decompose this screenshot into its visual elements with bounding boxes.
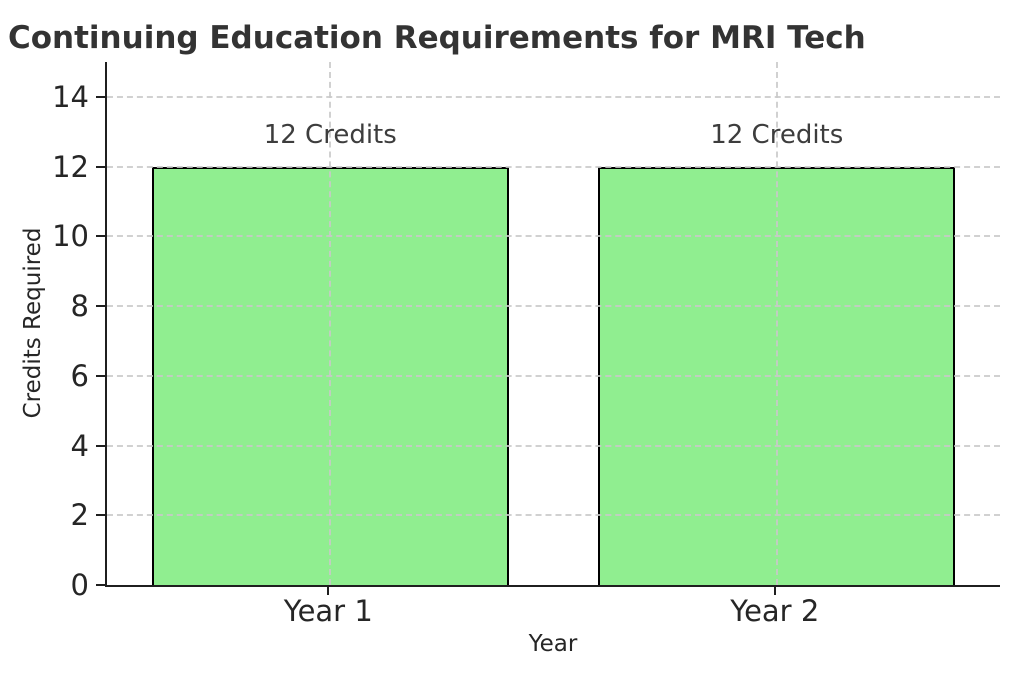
y-tick-label-14: 14 [52, 79, 89, 114]
y-tick-mark-6 [96, 374, 105, 377]
y-tick-label-6: 6 [70, 358, 89, 393]
chart-title: Continuing Education Requirements for MR… [8, 20, 866, 56]
y-tick-label-0: 0 [70, 568, 89, 602]
x-axis-label: Year [528, 631, 578, 657]
y-tick-label-8: 8 [70, 289, 89, 324]
y-tick-mark-12 [96, 165, 105, 168]
gridline-y-6 [107, 374, 1000, 377]
y-tick-label-2: 2 [70, 498, 89, 533]
grid-layer [107, 62, 1000, 585]
x-tick-mark-1 [327, 587, 330, 595]
bar-value-label-1: 12 Credits [263, 119, 397, 150]
bar-value-label-2: 12 Credits [710, 119, 844, 150]
x-tick-mark-2 [773, 587, 776, 595]
y-tick-label-12: 12 [52, 149, 89, 184]
y-tick-mark-10 [96, 235, 105, 238]
gridline-y-14 [107, 95, 1000, 98]
y-tick-label-4: 4 [70, 428, 89, 463]
y-axis-ticks: 0 2 4 6 8 10 12 14 [0, 62, 105, 602]
gridline-y-10 [107, 235, 1000, 238]
y-tick-mark-2 [96, 514, 105, 517]
gridline-y-2 [107, 514, 1000, 517]
gridline-x-1 [329, 62, 332, 585]
gridline-y-4 [107, 444, 1000, 447]
x-tick-label-1: Year 1 [283, 594, 373, 628]
y-tick-mark-14 [96, 95, 105, 98]
x-tick-label-2: Year 2 [730, 594, 820, 628]
annotations-layer: 12 Credits 12 Credits [107, 62, 1000, 585]
plot-area: 12 Credits 12 Credits [105, 62, 1000, 587]
gridline-y-12 [107, 165, 1000, 168]
gridline-y-8 [107, 305, 1000, 308]
y-tick-label-10: 10 [52, 219, 89, 254]
y-tick-mark-8 [96, 305, 105, 308]
x-axis-ticks: Year 1 Year 2 [105, 587, 998, 647]
y-tick-mark-4 [96, 444, 105, 447]
gridline-x-2 [775, 62, 778, 585]
y-tick-mark-0 [96, 584, 105, 586]
